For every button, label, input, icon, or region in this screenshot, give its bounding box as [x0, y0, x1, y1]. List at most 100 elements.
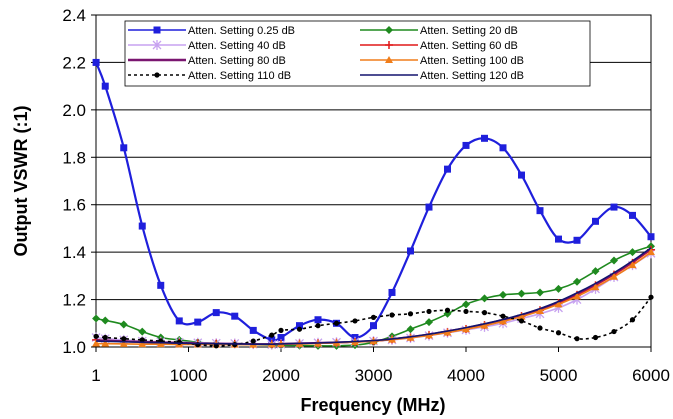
data-point — [518, 171, 525, 179]
data-point — [462, 325, 470, 333]
data-point — [647, 233, 655, 241]
data-point — [406, 325, 415, 334]
x-tick-label: 6000 — [632, 366, 670, 385]
data-point — [92, 314, 101, 323]
data-point — [480, 294, 489, 303]
legend-item: Atten. Setting 100 dB — [360, 55, 524, 67]
data-point — [629, 317, 636, 323]
data-point — [443, 328, 452, 336]
x-tick-label: 4000 — [447, 366, 485, 385]
data-point — [499, 290, 507, 299]
data-point — [333, 320, 340, 326]
data-point — [517, 312, 526, 320]
x-tick-label: 1 — [91, 366, 100, 385]
data-point — [269, 332, 275, 338]
data-point — [101, 82, 109, 90]
legend-item: Atten. Setting 0.25 dB — [128, 25, 295, 37]
data-point — [314, 316, 322, 324]
legend-marker — [385, 41, 393, 49]
y-tick-label: 1.2 — [62, 291, 86, 310]
legend-marker — [152, 40, 162, 50]
data-point — [352, 318, 358, 324]
legend-label: Atten. Setting 0.25 dB — [188, 25, 295, 37]
legend-label: Atten. Setting 60 dB — [420, 40, 518, 52]
series-1 — [92, 58, 655, 344]
data-point — [250, 338, 256, 344]
x-tick-label: 3000 — [355, 366, 393, 385]
data-point — [610, 272, 618, 280]
data-point — [499, 144, 507, 152]
data-point — [537, 325, 543, 331]
series-layer — [91, 58, 656, 350]
data-point — [101, 339, 110, 347]
data-point — [499, 317, 507, 325]
data-point — [138, 327, 147, 336]
legend-item: Atten. Setting 40 dB — [128, 40, 286, 52]
data-point — [278, 327, 284, 333]
data-point — [370, 314, 377, 320]
data-point — [101, 316, 110, 325]
legend-label: Atten. Setting 110 dB — [188, 70, 291, 82]
data-point — [592, 217, 599, 225]
data-point — [249, 326, 257, 334]
data-point — [139, 337, 145, 343]
legend: Atten. Setting 0.25 dB Atten. Setting 20 … — [124, 20, 591, 87]
data-point — [591, 267, 600, 276]
data-point — [610, 256, 618, 265]
data-point — [462, 141, 470, 149]
data-point — [426, 308, 432, 315]
y-tick-label: 2.0 — [62, 101, 86, 120]
x-axis-ticks: 1 1000 2000 3000 4000 5000 6000 — [91, 347, 670, 385]
y-tick-label: 1.6 — [62, 196, 86, 215]
legend-label: Atten. Setting 120 dB — [420, 70, 524, 82]
data-point — [296, 322, 303, 330]
data-point — [194, 318, 202, 326]
data-point — [407, 311, 414, 317]
data-point — [389, 312, 395, 318]
legend-item: Atten. Setting 20 dB — [360, 25, 518, 37]
data-point — [407, 247, 414, 255]
data-point — [573, 292, 581, 300]
data-point — [444, 307, 451, 313]
data-point — [425, 203, 433, 211]
data-point — [425, 318, 433, 327]
legend-label: Atten. Setting 80 dB — [188, 55, 286, 67]
data-point — [175, 317, 183, 325]
data-point — [554, 300, 563, 308]
data-point — [628, 261, 637, 269]
data-point — [536, 207, 544, 215]
y-axis-ticks: 1.0 1.2 1.4 1.6 1.8 2.0 2.2 2.4 — [62, 6, 96, 357]
data-point — [480, 321, 489, 329]
data-point — [138, 340, 147, 348]
data-point — [610, 203, 618, 211]
data-point — [591, 283, 600, 291]
x-tick-label: 1000 — [170, 366, 208, 385]
data-point — [213, 343, 219, 349]
legend-marker — [154, 72, 160, 78]
data-point — [574, 336, 580, 342]
data-point — [536, 288, 544, 297]
data-point — [157, 281, 165, 289]
data-point — [647, 248, 655, 256]
data-point — [231, 312, 239, 320]
data-point — [481, 310, 488, 316]
legend-label: Atten. Setting 20 dB — [420, 25, 518, 37]
data-point — [119, 339, 128, 347]
data-point — [315, 323, 321, 329]
legend-label: Atten. Setting 40 dB — [188, 40, 286, 52]
data-point — [370, 322, 377, 330]
data-point — [92, 58, 100, 66]
legend-label: Atten. Setting 100 dB — [420, 55, 524, 67]
data-point — [555, 330, 562, 336]
data-point — [121, 336, 127, 342]
x-axis-title: Frequency (MHz) — [300, 395, 445, 415]
data-point — [138, 222, 146, 230]
x-tick-label: 2000 — [262, 366, 300, 385]
legend-item: Atten. Setting 120 dB — [360, 70, 524, 82]
data-point — [573, 277, 581, 286]
data-point — [536, 306, 544, 314]
y-axis-title: Output VSWR (:1) — [11, 106, 31, 257]
data-point — [555, 235, 562, 243]
y-tick-label: 1.4 — [62, 243, 86, 262]
